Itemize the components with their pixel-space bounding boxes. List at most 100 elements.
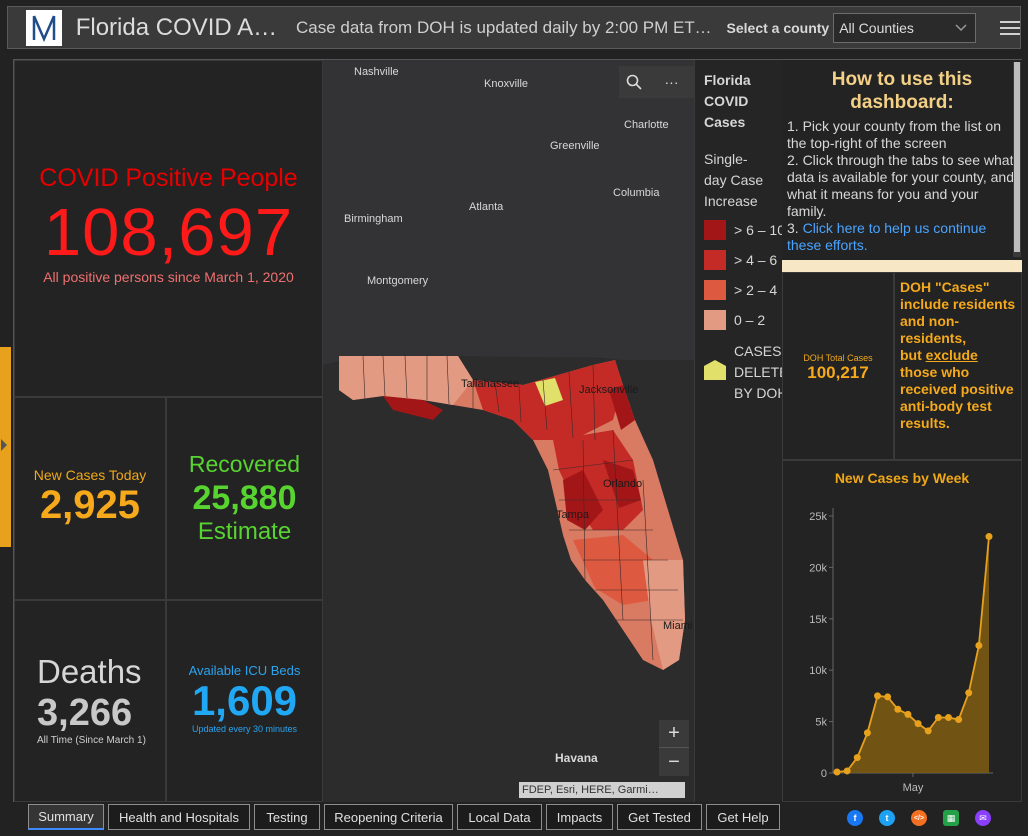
doh-note-panel: DOH "Cases" include residents and non-re… [894, 272, 1022, 460]
icu-label: Available ICU Beds [188, 663, 301, 678]
how-to-scrollbar[interactable] [1013, 62, 1021, 257]
tab-health-and-hospitals[interactable]: Health and Hospitals [108, 804, 250, 830]
icu-value: 1,609 [191, 677, 298, 724]
zoom-in-button[interactable]: + [659, 720, 689, 748]
chart-title: New Cases by Week [834, 470, 970, 486]
data-point [965, 689, 973, 697]
data-point [894, 705, 902, 713]
y-tick-label: 20k [809, 562, 827, 574]
data-point [884, 693, 892, 701]
map-more-button[interactable]: ··· [649, 66, 694, 98]
icu-beds-panel: Available ICU Beds 1,609 Updated every 3… [166, 600, 323, 802]
positive-people-panel: COVID Positive People 108,697 All positi… [14, 60, 323, 397]
map-basemap [323, 60, 694, 670]
legend-swatch [704, 310, 726, 330]
county-select-label: Select a county [726, 19, 830, 36]
doh-total-value: 100,217 [807, 363, 869, 382]
zoom-out-button[interactable]: − [659, 748, 689, 776]
expand-arrow-icon [1, 439, 7, 451]
legend-swatch [704, 220, 726, 240]
deaths-panel: Deaths 3,266 All Time (Since March 1) [14, 600, 166, 802]
y-tick-label: 10k [809, 665, 827, 677]
tab-testing[interactable]: Testing [254, 804, 320, 830]
deaths-label: Deaths [37, 653, 142, 690]
doh-note: DOH "Cases" include residents and non-re… [900, 279, 1016, 431]
new-cases-value: 2,925 [39, 483, 141, 527]
legend-item-label: 0 – 2 [734, 312, 766, 328]
city-label: Knoxville [484, 78, 529, 90]
icu-subtitle: Updated every 30 minutes [191, 724, 298, 734]
data-point [833, 768, 841, 776]
map-attribution[interactable]: FDEP, Esri, HERE, Garmi… [519, 782, 685, 798]
x-tick-label: May [903, 782, 924, 794]
qr-code-icon[interactable]: ▦ [943, 810, 959, 826]
how-to-step-2: 2. Click through the tabs to see what da… [787, 152, 1014, 219]
positive-label: COVID Positive People [39, 164, 298, 192]
legend-title: Florida COVID Cases [704, 72, 751, 130]
divider [782, 260, 1022, 272]
support-link[interactable]: Click here to help us continue these eff… [787, 220, 987, 253]
city-label: Nashville [354, 66, 399, 78]
recovered-subtitle: Estimate [197, 518, 292, 545]
how-to-panel: How to use this dashboard: 1. Pick your c… [782, 60, 1022, 260]
plus-icon: + [668, 722, 680, 744]
legend-subtitle: Single-day Case Increase [704, 151, 764, 209]
twitter-icon[interactable]: t [879, 810, 895, 826]
city-label: Birmingham [344, 213, 403, 225]
new-cases-label: New Cases Today [33, 467, 147, 483]
city-label: Columbia [613, 187, 660, 199]
positive-value: 108,697 [43, 195, 294, 270]
data-point [874, 692, 882, 700]
doh-total-label: DOH Total Cases [803, 353, 873, 363]
legend-item-label: > 4 – 6 [734, 252, 778, 268]
data-point [955, 716, 963, 724]
data-point [853, 754, 861, 762]
tab-bar: Summary Health and Hospitals Testing Reo… [28, 804, 780, 830]
city-label: Charlotte [624, 119, 669, 131]
facebook-icon[interactable]: f [847, 810, 863, 826]
weekly-cases-chart-panel: New Cases by Week 0 5k 10k 15k 20k 25k May [782, 460, 1022, 802]
city-label: Jacksonville [579, 384, 639, 396]
map-search-button[interactable] [619, 66, 649, 98]
tab-get-tested[interactable]: Get Tested [617, 804, 702, 830]
data-point [985, 533, 993, 541]
tab-summary[interactable]: Summary [28, 804, 104, 830]
data-point [863, 729, 871, 737]
email-icon[interactable]: ✉ [975, 810, 991, 826]
tab-local-data[interactable]: Local Data [457, 804, 542, 830]
side-panel-toggle[interactable] [0, 347, 11, 547]
deaths-subtitle: All Time (Since March 1) [37, 735, 146, 746]
y-tick-label: 25k [809, 511, 827, 523]
county-select-value: All Counties [839, 19, 914, 36]
legend-deleted-label: CASESDELETEDBY DOH [734, 343, 782, 401]
deaths-value: 3,266 [37, 692, 133, 734]
city-label: Havana [555, 751, 598, 765]
data-point [914, 720, 922, 728]
dashboard-title: Florida COVID A… [75, 13, 278, 41]
recovered-panel: Recovered 25,880 Estimate [166, 397, 323, 600]
city-label: Atlanta [469, 201, 504, 213]
county-select[interactable]: All Counties [833, 12, 977, 43]
positive-subtitle: All positive persons since March 1, 2020 [43, 269, 294, 285]
legend-swatch [704, 250, 726, 270]
weekly-cases-chart[interactable]: 0 5k 10k 15k 20k 25k May [783, 491, 1023, 801]
city-label: Tampa [556, 509, 590, 521]
tab-impacts[interactable]: Impacts [546, 804, 613, 830]
search-icon [626, 74, 642, 90]
legend-swatch-deleted [704, 360, 726, 380]
city-label: Tallahassee [461, 378, 520, 390]
florida-logo-icon [26, 9, 62, 46]
more-icon: ··· [664, 74, 679, 90]
menu-icon[interactable] [1000, 20, 1020, 35]
how-to-step-3: 3. Click here to help us continue these … [787, 220, 987, 253]
legend-item-label: > 2 – 4 [734, 282, 778, 298]
recovered-value: 25,880 [192, 479, 297, 517]
cases-area [837, 536, 989, 773]
data-point [975, 642, 983, 650]
embed-icon[interactable]: </> [911, 810, 927, 826]
tab-reopening-criteria[interactable]: Reopening Criteria [324, 804, 453, 830]
covid-map[interactable]: Nashville Knoxville Charlotte Greenville… [323, 60, 694, 802]
y-tick-label: 5k [815, 717, 827, 729]
tab-get-help[interactable]: Get Help [706, 804, 780, 830]
data-point [924, 727, 932, 735]
